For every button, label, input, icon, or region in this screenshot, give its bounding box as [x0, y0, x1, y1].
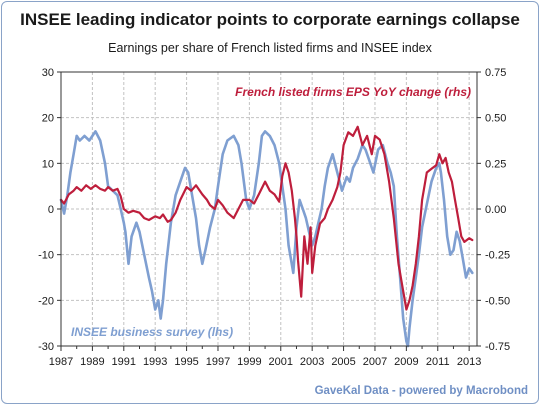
y-right-tick-label: -0.25	[485, 250, 510, 262]
y-right-tick-label: 0.75	[485, 67, 506, 79]
x-tick-label: 1997	[206, 356, 230, 368]
insee-series-line	[59, 130, 474, 348]
y-right-tick-label: 0.00	[485, 204, 506, 216]
x-tick-label: 2013	[457, 356, 481, 368]
x-tick-label: 2009	[394, 356, 418, 368]
y-left-tick-label: -20	[38, 295, 54, 307]
x-tick-label: 2003	[300, 356, 324, 368]
x-tick-label: 2011	[426, 356, 450, 368]
y-left-tick-label: 20	[42, 113, 54, 125]
source-credit: GaveKal Data - powered by Macrobond	[314, 385, 528, 397]
x-tick-label: 2007	[363, 356, 387, 368]
y-right-tick-label: -0.75	[485, 341, 510, 353]
y-right-tick-label: -0.50	[485, 295, 510, 307]
x-tick-label: 2001	[269, 356, 293, 368]
y-right-tick-label: 0.50	[485, 113, 506, 125]
insee-series-label: INSEE business survey (lhs)	[71, 325, 233, 339]
x-tick-label: 1999	[237, 356, 261, 368]
series-layer	[59, 125, 474, 348]
x-tick-label: 1993	[143, 356, 167, 368]
x-tick-label: 2005	[331, 356, 355, 368]
eps-series-label: French listed firms EPS YoY change (rhs)	[235, 85, 471, 99]
chart-subtitle: Earnings per share of French listed firm…	[108, 41, 432, 55]
y-left-tick-label: -10	[38, 250, 54, 262]
y-left-tick-label: 0	[48, 204, 54, 216]
x-tick-label: 1989	[80, 356, 104, 368]
tick-layer: 30 20 10 0 -10 -20 -30 0.75 0.50 0.25 0.00 -0.25 -0.…	[38, 67, 510, 368]
y-left-tick-label: -30	[38, 341, 54, 353]
y-right-tick-label: 0.25	[485, 158, 506, 170]
y-left-tick-label: 30	[42, 67, 54, 79]
x-tick-label: 1995	[174, 356, 198, 368]
x-tick-label: 1991	[112, 356, 136, 368]
eps-series-line	[59, 125, 474, 311]
x-tick-label: 1987	[49, 356, 73, 368]
chart-title: INSEE leading indicator points to corpor…	[20, 10, 520, 29]
grid-layer	[61, 72, 477, 346]
y-left-tick-label: 10	[42, 158, 54, 170]
